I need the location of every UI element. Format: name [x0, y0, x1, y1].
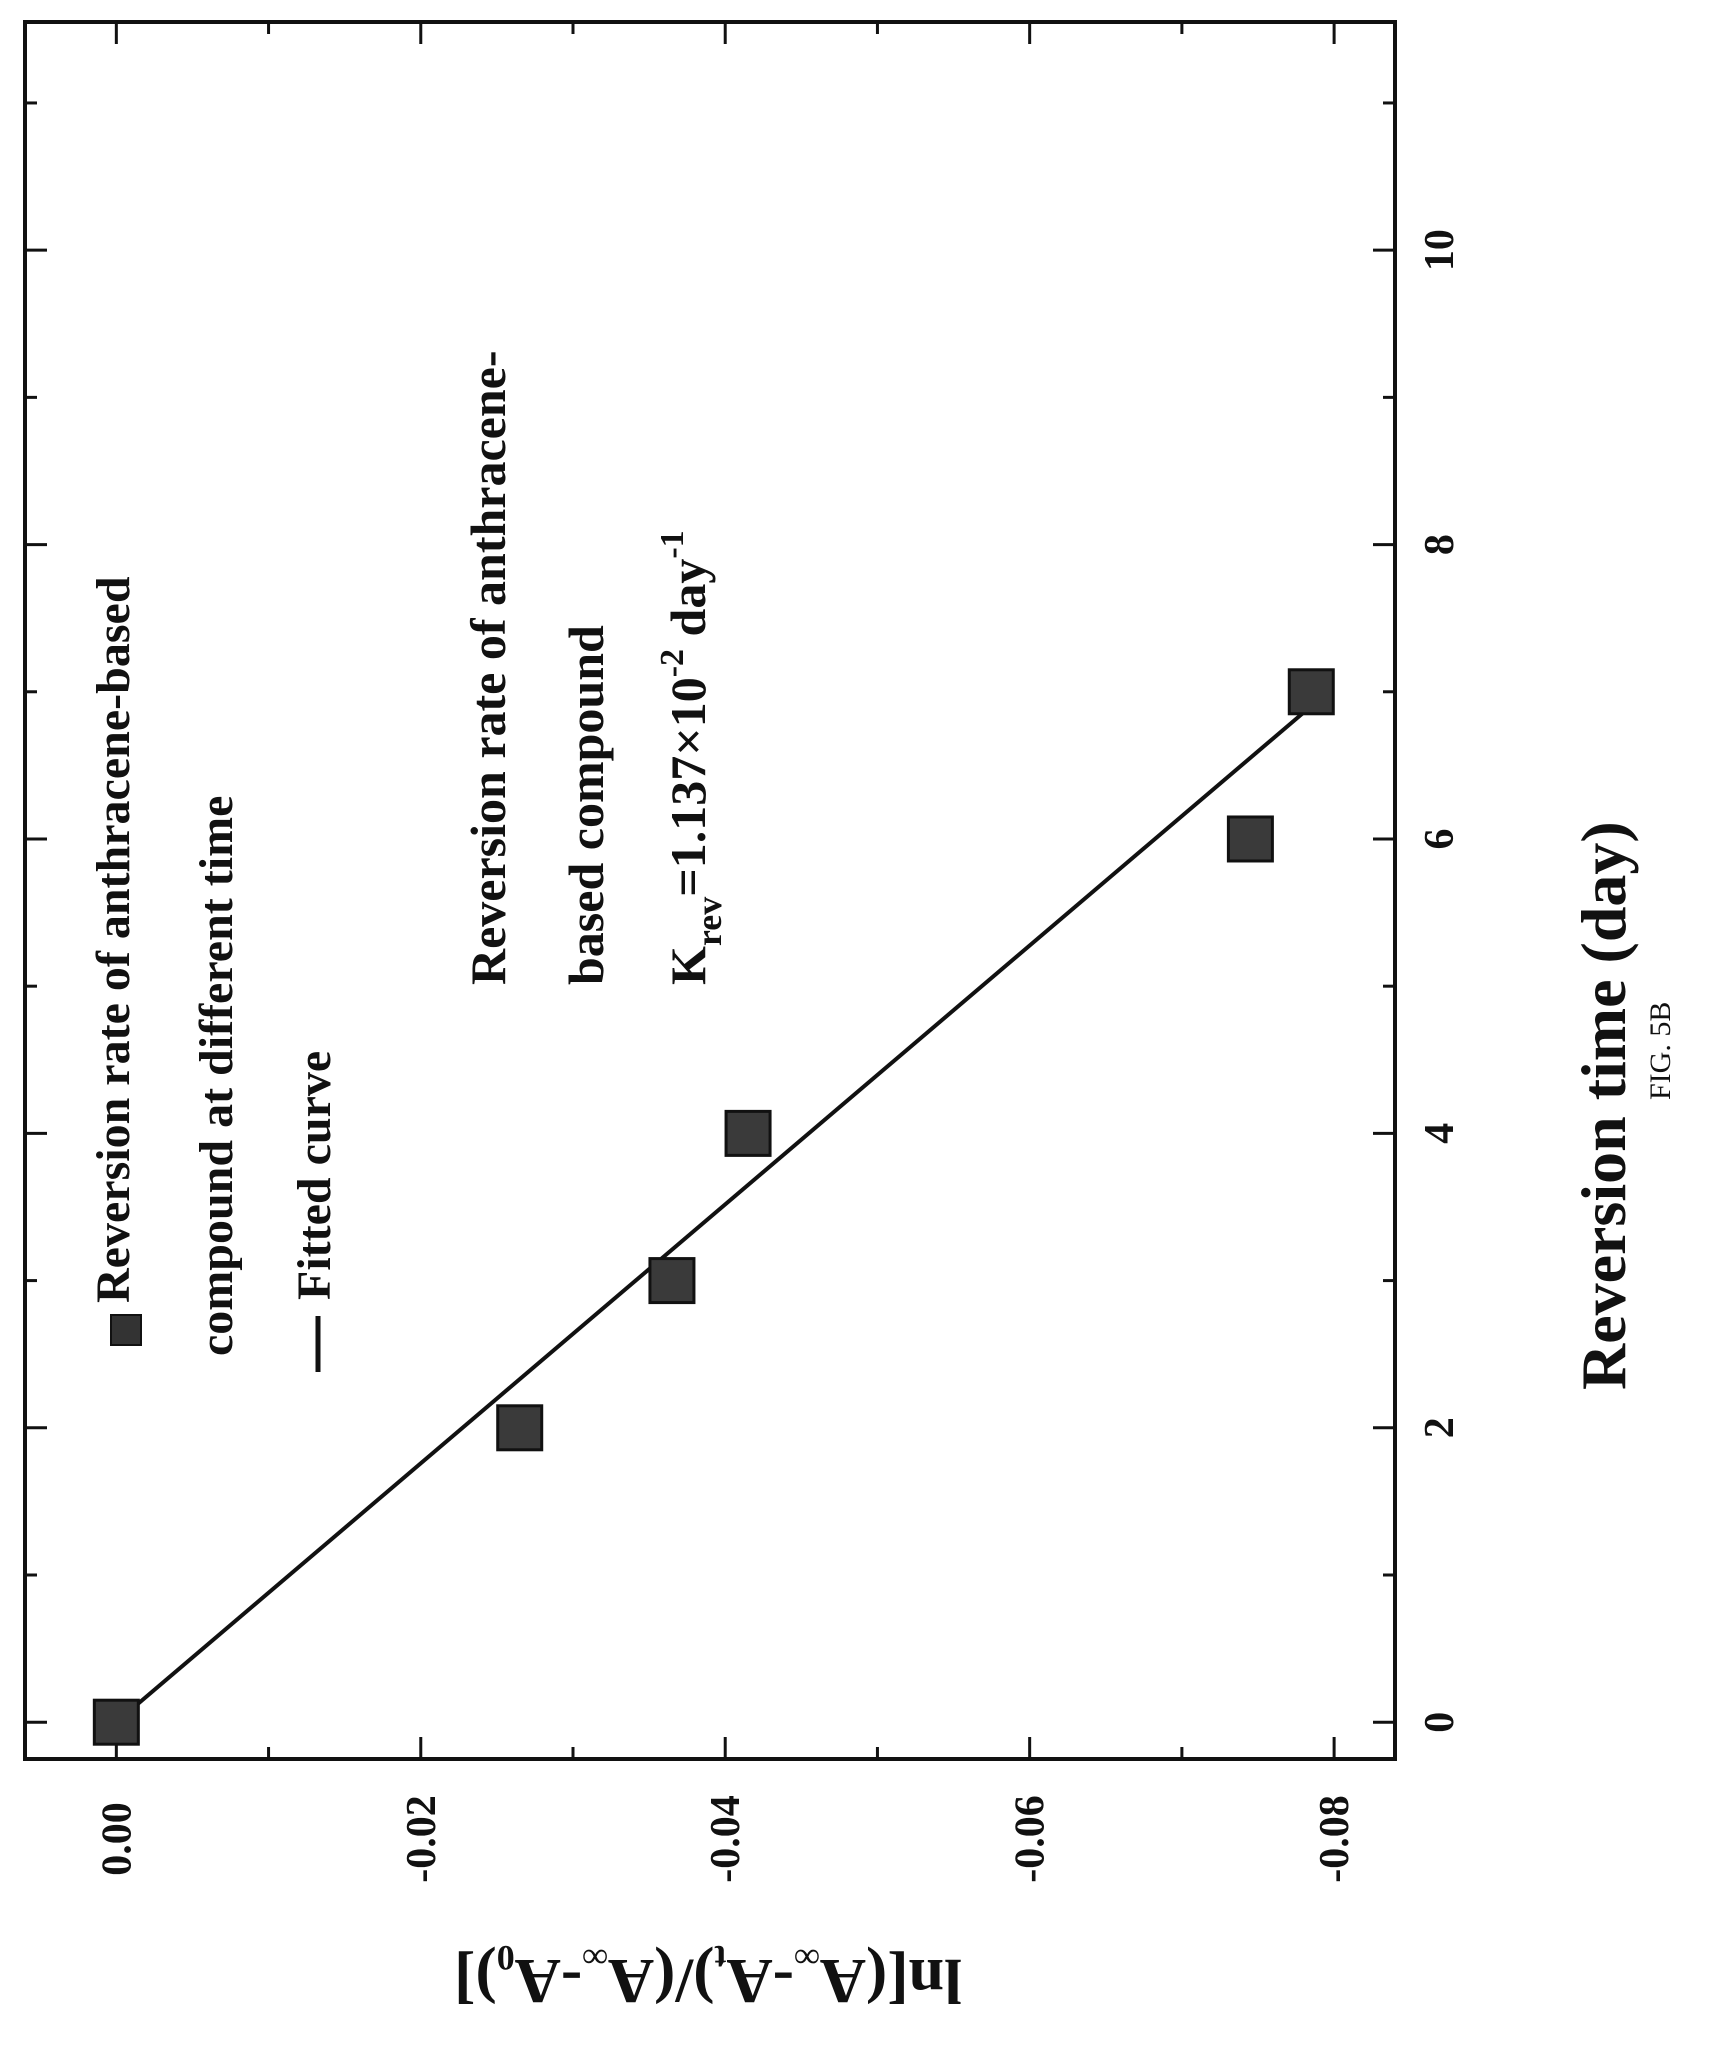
legend-line-label: Fitted curve	[288, 1051, 341, 1300]
legend: Reversion rate of anthracene-based compo…	[87, 576, 341, 1372]
x-tick-label: 10	[1417, 229, 1463, 271]
y-tick-label: 0.00	[94, 1802, 140, 1876]
y-tick-label: -0.02	[399, 1795, 445, 1883]
figure-caption: FIG. 5B	[1644, 1002, 1677, 1100]
k-symbol: K	[660, 946, 716, 985]
rate-annotation: Reversion rate of anthracene- based comp…	[460, 350, 729, 985]
k-unit: day	[660, 559, 716, 649]
k-equation: =1.137×10	[660, 677, 716, 896]
data-point	[648, 1257, 696, 1305]
legend-marker-label-line2: compound at different time	[190, 796, 243, 1356]
plot-frame	[23, 20, 1397, 1761]
y-tick-label: -0.06	[1008, 1795, 1054, 1883]
x-tick-label: 0	[1417, 1712, 1463, 1733]
y-axis-ticks	[114, 22, 1336, 1759]
data-point	[1287, 668, 1335, 716]
x-tick-label: 4	[1417, 1123, 1463, 1144]
legend-square-marker-icon	[110, 1314, 142, 1346]
x-tick-label: 2	[1417, 1417, 1463, 1438]
y-axis-title: ln[(A∞-At)/(A∞-A0)]	[454, 1938, 962, 2017]
data-point	[496, 1404, 544, 1452]
x-tick-label: 8	[1417, 534, 1463, 555]
data-point	[1226, 815, 1274, 863]
k-exponent: -2	[654, 649, 691, 677]
data-point	[724, 1109, 772, 1157]
data-points	[92, 668, 1335, 1746]
k-unit-exponent: -1	[654, 530, 691, 558]
x-axis-ticks	[25, 101, 1395, 1724]
y-tick-label: -0.04	[703, 1795, 749, 1883]
x-tick-label: 6	[1417, 828, 1463, 849]
x-axis-title: Reversion time (day)	[1568, 821, 1639, 1390]
legend-marker-label-line1: Reversion rate of anthracene-based	[87, 576, 140, 1303]
data-point	[92, 1698, 140, 1746]
annotation-rate-constant: Krev=1.137×10-2 day-1	[654, 530, 729, 985]
y-tick-label: -0.08	[1312, 1795, 1358, 1883]
annotation-line2: based compound	[558, 625, 614, 985]
annotation-line1: Reversion rate of anthracene-	[460, 350, 516, 985]
fitted-curve-line	[115, 690, 1330, 1724]
k-subscript: rev	[689, 897, 729, 946]
x-axis-tick-labels: 0 2 4 6 8 10	[1417, 229, 1463, 1733]
y-axis-tick-labels: 0.00 -0.02 -0.04 -0.06 -0.08	[94, 1795, 1358, 1883]
